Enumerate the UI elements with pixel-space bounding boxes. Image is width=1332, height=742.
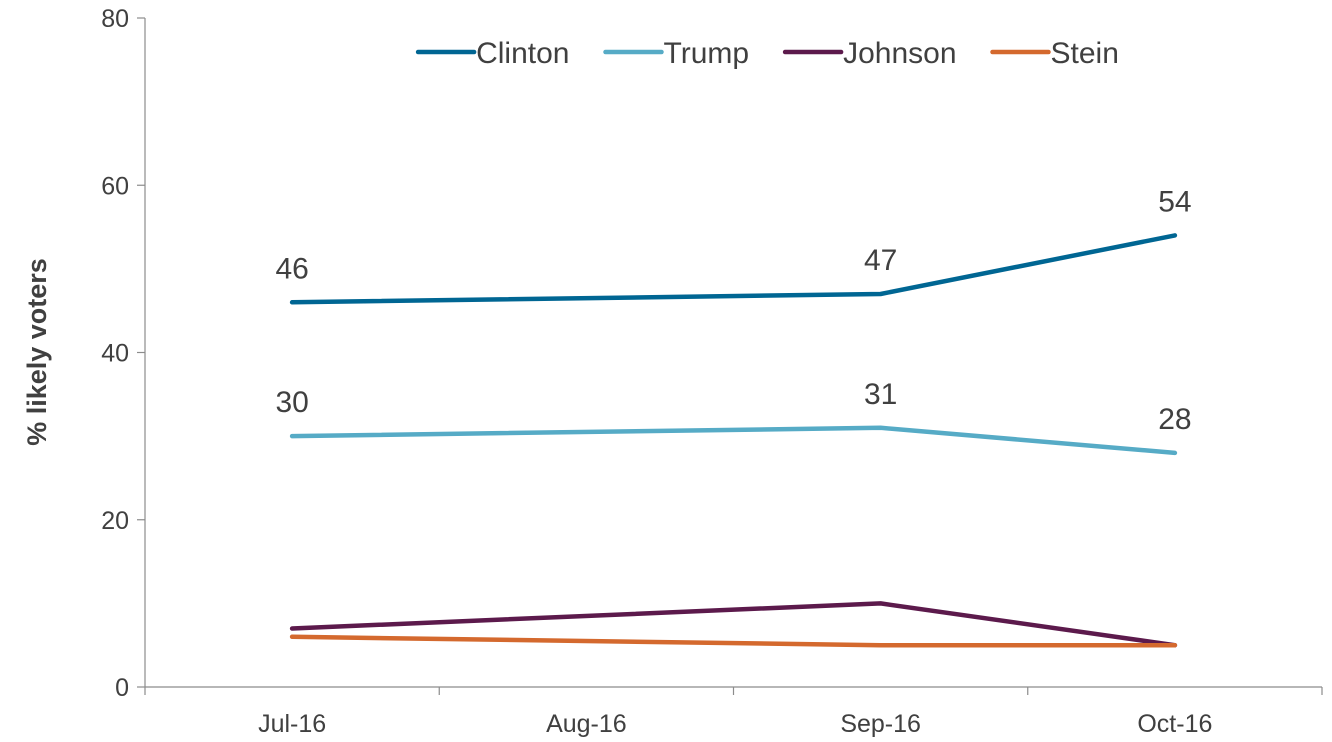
legend-item-johnson: Johnson	[782, 37, 957, 70]
y-axis-label: % likely voters	[22, 258, 52, 446]
legend-label: Stein	[1051, 37, 1119, 70]
x-tick-label: Oct-16	[1137, 710, 1212, 738]
y-tick-label: 40	[101, 340, 129, 368]
series-line-trump	[289, 425, 1178, 456]
legend-item-stein: Stein	[990, 37, 1119, 70]
data-label-trump: 31	[864, 378, 897, 411]
y-tick-label: 80	[101, 5, 129, 33]
axes: 0 20 40 60 80 Jul-16 Aug-16 Sep-16 Oct-16	[101, 5, 1323, 738]
legend-label: Johnson	[843, 37, 956, 70]
series-line-johnson	[289, 601, 1178, 648]
legend: Clinton Trump Johnson Stein	[415, 37, 1119, 70]
data-labels: 46 47 54 30 31 28	[275, 185, 1191, 435]
data-label-clinton: 54	[1158, 185, 1191, 218]
series-line-clinton	[289, 233, 1178, 305]
y-tick-label: 20	[101, 507, 129, 535]
x-tick-label: Aug-16	[546, 710, 627, 738]
legend-item-trump: Trump	[603, 37, 750, 70]
data-label-trump: 30	[275, 386, 308, 419]
series-lines	[289, 233, 1178, 648]
y-tick-label: 0	[115, 674, 129, 702]
y-tick-label: 60	[101, 172, 129, 200]
data-label-clinton: 46	[275, 252, 308, 285]
legend-label: Trump	[664, 37, 750, 70]
data-label-trump: 28	[1158, 403, 1191, 436]
legend-label: Clinton	[476, 37, 569, 70]
x-tick-label: Sep-16	[840, 710, 921, 738]
x-tick-label: Jul-16	[258, 710, 326, 738]
legend-item-clinton: Clinton	[415, 37, 569, 70]
data-label-clinton: 47	[864, 244, 897, 277]
series-line-stein	[289, 634, 1178, 648]
